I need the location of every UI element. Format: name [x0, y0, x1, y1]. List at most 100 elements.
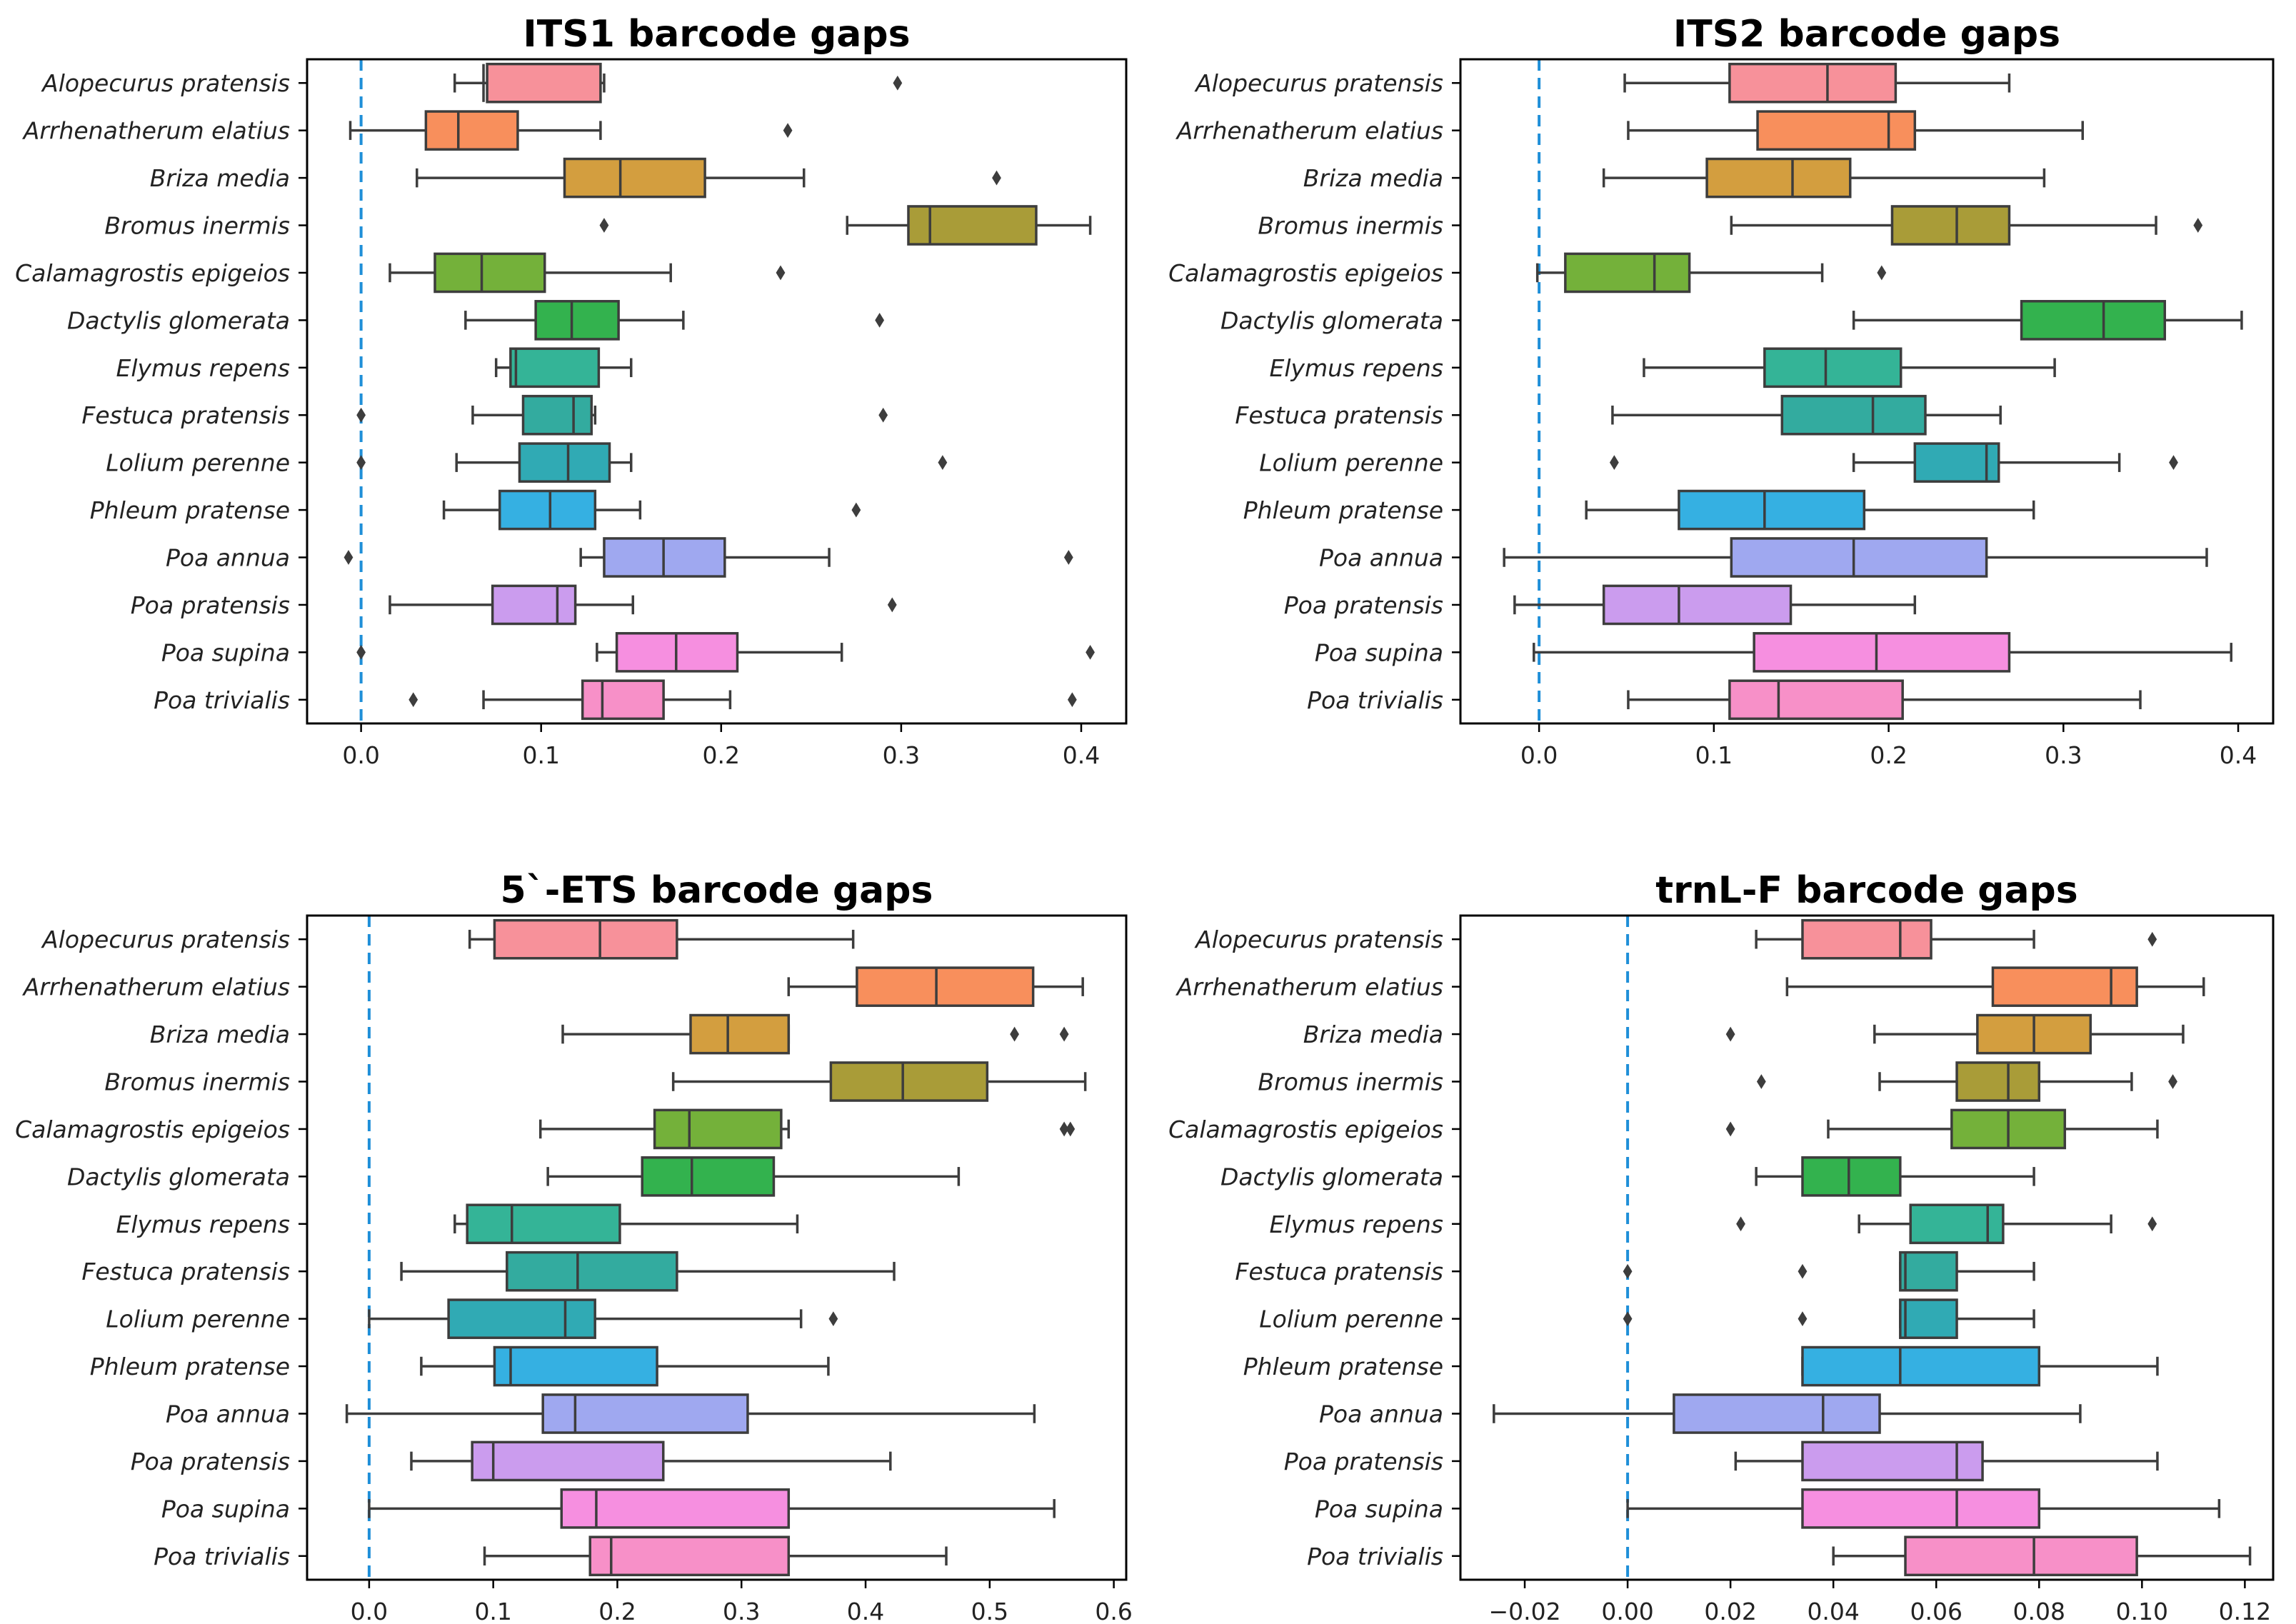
y-tick-label: Poa trivialis: [1307, 686, 1443, 714]
y-tick-label: Calamagrostis epigeios: [15, 259, 290, 287]
box-iqr: [424, 110, 519, 151]
box-iqr: [1763, 347, 1903, 389]
x-tick-label: 0.06: [1910, 1598, 1962, 1624]
box-bromus-inermis: [1756, 1061, 2177, 1102]
outlier-point: [875, 312, 885, 328]
outlier-point: [1756, 1074, 1766, 1089]
box-calamagrostis-epigeios: [538, 1108, 1076, 1150]
box-iqr: [1991, 966, 2138, 1007]
y-tick-label: Lolium perenne: [106, 449, 290, 477]
outlier-point: [1067, 692, 1077, 708]
x-tick-label: 0.04: [1807, 1598, 1859, 1624]
x-tick-label: 0.2: [1870, 741, 1907, 769]
box-iqr: [1801, 1488, 2041, 1529]
box-dactylis-glomerata: [1755, 1156, 2035, 1197]
box-alopecurus-pratensis: [468, 918, 855, 960]
x-tick-label: 0.1: [522, 741, 559, 769]
y-tick-label: Poa supina: [1315, 638, 1443, 666]
y-tick-label: Alopecurus pratensis: [1194, 926, 1443, 953]
y-tick-label: Poa pratensis: [131, 1448, 290, 1475]
panel-title: ITS1 barcode gaps: [523, 13, 910, 56]
x-tick-label: 0.00: [1601, 1598, 1653, 1624]
box-iqr: [1673, 1393, 1881, 1434]
y-tick-label: Arrhenatherum elatius: [22, 973, 290, 1001]
box-iqr: [447, 1298, 596, 1339]
box-phleum-pratense: [420, 1345, 830, 1387]
y-tick-label: Phleum pratense: [1243, 1353, 1443, 1380]
box-iqr: [1801, 918, 1932, 960]
y-tick-label: Poa trivialis: [154, 1543, 290, 1570]
box-iqr: [641, 1156, 776, 1197]
box-iqr: [1728, 62, 1898, 104]
outlier-point: [1798, 1263, 1808, 1279]
y-tick-label: Bromus inermis: [1258, 1068, 1443, 1096]
box-poa-pratensis: [1513, 584, 1917, 626]
outlier-point: [599, 218, 609, 233]
outlier-point: [1725, 1121, 1735, 1137]
outlier-point: [2147, 1216, 2157, 1232]
x-tick-label: 0.1: [1695, 741, 1733, 769]
box-poa-pratensis: [1734, 1440, 2159, 1482]
x-tick-label: −0.02: [1488, 1598, 1560, 1624]
outlier-point: [1066, 1121, 1076, 1137]
box-calamagrostis-epigeios: [388, 252, 786, 294]
box-poa-supina: [1533, 632, 2233, 673]
box-iqr: [2020, 300, 2167, 341]
box-iqr: [1899, 1250, 1958, 1292]
y-tick-label: Calamagrostis epigeios: [1168, 259, 1443, 287]
outlier-point: [2168, 1074, 2177, 1089]
x-tick-label: 0.1: [474, 1598, 511, 1624]
y-tick-label: Phleum pratense: [90, 1353, 290, 1380]
y-tick-label: Poa annua: [1319, 544, 1443, 572]
outlier-point: [878, 407, 888, 423]
box-iqr: [856, 966, 1035, 1007]
box-elymus-repens: [1643, 347, 2056, 389]
box-arrhenatherum-elatius: [349, 110, 793, 151]
x-tick-label: 0.4: [847, 1598, 884, 1624]
y-tick-label: Dactylis glomerata: [67, 306, 290, 334]
box-iqr: [534, 300, 620, 341]
panel-2: ITS2 barcode gaps Alopecurus pratensis Arr…: [1168, 13, 2275, 769]
box-iqr: [1705, 157, 1852, 199]
box-iqr: [653, 1108, 783, 1150]
box-poa-annua: [1493, 1393, 2082, 1434]
box-poa-pratensis: [388, 584, 897, 626]
box-bromus-inermis: [1730, 205, 2203, 246]
y-tick-label: Arrhenatherum elatius: [1175, 973, 1443, 1001]
box-poa-pratensis: [410, 1440, 892, 1482]
y-tick-label: Lolium perenne: [1259, 449, 1443, 477]
outlier-point: [356, 455, 366, 471]
x-tick-label: 0.02: [1704, 1598, 1756, 1624]
y-tick-label: Phleum pratense: [1243, 496, 1443, 524]
outlier-point: [1063, 550, 1073, 565]
panel-title: 5`-ETS barcode gaps: [501, 869, 933, 912]
outlier-point: [1010, 1026, 1019, 1042]
outlier-point: [1086, 644, 1095, 660]
y-tick-label: Alopecurus pratensis: [1194, 69, 1443, 97]
y-tick-label: Poa annua: [1319, 1400, 1443, 1428]
box-festuca-pratensis: [356, 394, 888, 436]
x-tick-label: 0.5: [971, 1598, 1008, 1624]
outlier-point: [2193, 218, 2203, 233]
y-tick-label: Bromus inermis: [1258, 212, 1443, 240]
y-tick-label: Poa pratensis: [131, 591, 290, 619]
y-tick-label: Briza media: [1303, 1021, 1443, 1048]
box-iqr: [588, 1535, 791, 1577]
outlier-point: [1798, 1311, 1808, 1327]
box-iqr: [1904, 1535, 2138, 1577]
box-bromus-inermis: [599, 205, 1092, 246]
y-tick-label: Poa pratensis: [1284, 591, 1443, 619]
box-dactylis-glomerata: [1852, 300, 2243, 341]
box-iqr: [491, 584, 577, 626]
y-tick-label: Briza media: [1303, 164, 1443, 192]
box-iqr: [1913, 442, 2000, 483]
y-tick-label: Poa supina: [161, 1495, 290, 1523]
outlier-point: [783, 123, 793, 139]
y-tick-label: Elymus repens: [1269, 1211, 1443, 1238]
outlier-point: [1623, 1263, 1633, 1279]
y-tick-label: Briza media: [150, 164, 290, 192]
y-tick-label: Lolium perenne: [106, 1305, 290, 1333]
box-iqr: [1564, 252, 1691, 294]
box-iqr: [1602, 584, 1793, 626]
